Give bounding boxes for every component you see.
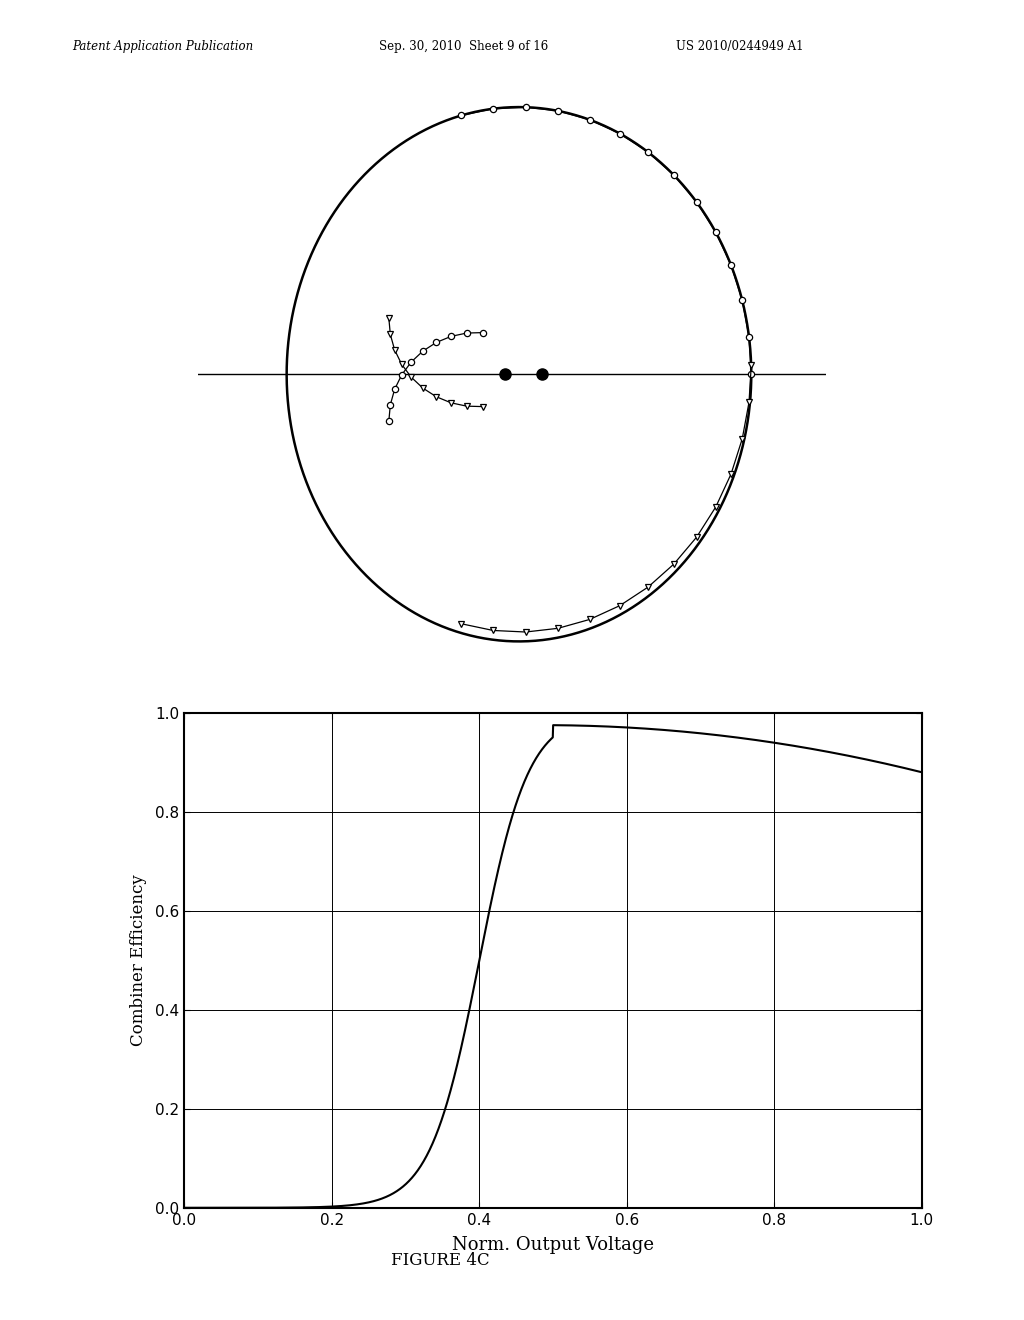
- Y-axis label: Combiner Efficiency: Combiner Efficiency: [130, 874, 146, 1047]
- Text: US 2010/0244949 A1: US 2010/0244949 A1: [676, 40, 804, 53]
- Text: Patent Application Publication: Patent Application Publication: [72, 40, 253, 53]
- X-axis label: Norm. Output Voltage: Norm. Output Voltage: [452, 1236, 654, 1254]
- Text: Sep. 30, 2010  Sheet 9 of 16: Sep. 30, 2010 Sheet 9 of 16: [379, 40, 548, 53]
- Text: FIGURE 4C: FIGURE 4C: [391, 1251, 489, 1269]
